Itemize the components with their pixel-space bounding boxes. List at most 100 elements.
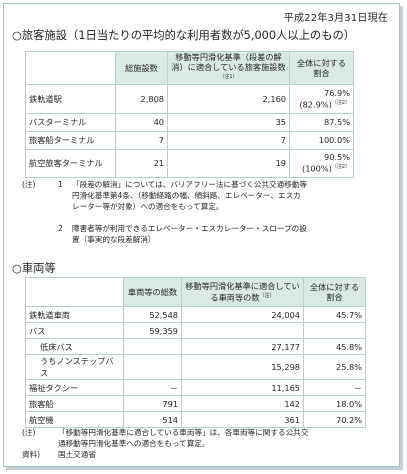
source-text: 国土交通省	[58, 450, 96, 459]
row-ratio-alt-value: (100%)	[302, 164, 332, 175]
note-line: 置（事実的な段差解消）	[72, 235, 156, 244]
row-label: 航空機	[25, 411, 124, 428]
facilities-table: 総施設数 移動等円滑化基準（段差の解消）に適合している旅客施設数 （注1） 全体に…	[25, 51, 354, 178]
row-label: 鉄軌道車両	[25, 306, 124, 323]
section-title-facilities: ○旅客施設（1日当たりの平均的な利用者数が5,000人以上のもの）	[12, 29, 356, 42]
row-ratio: －	[303, 379, 366, 396]
row-count	[123, 338, 182, 355]
row-ratio: 45.8%	[303, 338, 366, 355]
note-item: 2 障害者等が利用できるエレベーター・エスカレーター・スロープの設 置（事実的な…	[22, 223, 394, 247]
row-ratio: 87.5%	[289, 112, 354, 132]
table-row: バスターミナル 40 35 87.5%	[25, 112, 354, 132]
row-compliant: 142	[181, 395, 304, 412]
row-ratio: 100.0%	[289, 130, 354, 150]
row-count: 40	[115, 112, 168, 132]
note-text: 「移動等円滑化基準に適合している車両等」は、各車両等に関する公共交 通移動等円滑…	[58, 427, 308, 449]
as-of-date: 平成22年3月31日現在	[283, 13, 388, 24]
table-row: 鉄軌道駅 2,808 2,160 76.9% (82.9%)（注2）	[25, 83, 354, 114]
table-header-row: 総施設数 移動等円滑化基準（段差の解消）に適合している旅客施設数 （注1） 全体に…	[25, 51, 354, 85]
table-row: バス 59,359	[25, 322, 366, 339]
header-total-facilities: 総施設数	[115, 51, 168, 85]
table-row: 旅客船ターミナル 7 7 100.0%	[25, 130, 354, 150]
row-ratio-alt: (100%)（注2）	[293, 162, 350, 174]
row-label: バス	[25, 322, 124, 339]
header-compliant-vehicles: 移動等円滑化基準に適合している車両等の数（注）	[181, 277, 304, 307]
row-label: うちノンステップバス	[25, 354, 124, 380]
row-count: －	[123, 379, 182, 396]
row-count: 52,548	[123, 306, 182, 323]
row-compliant: 19	[167, 148, 290, 178]
note-line: レーター等が対象）への適合をもって算定。	[72, 202, 224, 211]
table-row: 航空機 514 361 70.2%	[25, 411, 366, 428]
row-ratio: 76.9% (82.9%)（注2）	[289, 83, 354, 114]
row-count: 7	[115, 130, 168, 150]
note-marker: （注1）	[219, 74, 238, 80]
note-marker: （注2）	[331, 164, 350, 171]
note-item: (注) 1 「段差の解消」については、バリアフリー法に基づく公共交通移動等 円滑…	[22, 179, 394, 223]
row-compliant: 27,177	[181, 338, 304, 355]
row-label: バスターミナル	[25, 112, 116, 132]
note-number: 2	[58, 224, 63, 233]
row-ratio	[303, 322, 366, 339]
note-text: 「段差の解消」については、バリアフリー法に基づく公共交通移動等 円滑化基準第4条…	[72, 179, 394, 212]
row-ratio: 45.7%	[303, 306, 366, 323]
header-ratio: 全体に対する割合	[289, 51, 354, 85]
table-row: 航空旅客ターミナル 21 19 90.5% (100%)（注2）	[25, 148, 354, 178]
row-label: 低床バス	[25, 338, 124, 355]
note-line: 「移動等円滑化基準に適合している車両等」は、各車両等に関する公共交	[58, 428, 309, 437]
row-count: 59,359	[123, 322, 182, 339]
row-compliant: 15,298	[181, 354, 304, 380]
row-compliant: 361	[181, 411, 304, 428]
row-compliant	[181, 322, 304, 339]
note-line: 「段差の解消」については、バリアフリー法に基づく公共交通移動等	[72, 180, 308, 189]
row-ratio: 70.2%	[303, 411, 366, 428]
row-ratio: 18.0%	[303, 395, 366, 412]
header-compliant-label: 移動等円滑化基準（段差の解消）に適合している旅客施設数	[171, 52, 286, 72]
row-ratio-alt: (82.9%)（注2）	[293, 98, 350, 110]
table-header-row: 車両等の総数 移動等円滑化基準に適合している車両等の数（注） 全体に対する割合	[25, 277, 366, 307]
row-compliant: 24,004	[181, 306, 304, 323]
row-ratio-value: 76.9%	[323, 87, 350, 98]
header-compliant-facilities: 移動等円滑化基準（段差の解消）に適合している旅客施設数 （注1）	[167, 51, 290, 85]
note-item: (注) 「移動等円滑化基準に適合している車両等」は、各車両等に関する公共交 通移…	[22, 427, 394, 449]
note-label: (注)	[22, 180, 36, 189]
source-item: 資料) 国土交通省	[22, 449, 394, 460]
header-total-vehicles: 車両等の総数	[123, 277, 182, 307]
row-compliant: 7	[167, 130, 290, 150]
row-label: 旅客船	[25, 395, 124, 412]
table-row: 鉄軌道車両 52,548 24,004 45.7%	[25, 306, 366, 323]
note-label: (注)	[22, 428, 36, 437]
table-row: 旅客船 791 142 18.0%	[25, 395, 366, 412]
section-title-vehicles: ○車両等	[12, 262, 56, 275]
source-label: 資料)	[22, 450, 41, 459]
row-ratio: 25.8%	[303, 354, 366, 380]
note-text: 障害者等が利用できるエレベーター・エスカレーター・スロープの設 置（事実的な段差…	[72, 223, 394, 245]
table-row: 福祉タクシー － 11,165 －	[25, 379, 366, 396]
header-ratio: 全体に対する割合	[303, 277, 366, 307]
vehicles-table: 車両等の総数 移動等円滑化基準に適合している車両等の数（注） 全体に対する割合 …	[25, 277, 366, 428]
row-compliant: 35	[167, 112, 290, 132]
row-ratio: 90.5% (100%)（注2）	[289, 148, 354, 178]
note-line: 円滑化基準第4条、（移動経路の幅、傾斜路、エレベーター、エスカ	[72, 191, 301, 200]
row-compliant: 11,165	[181, 379, 304, 396]
row-label: 福祉タクシー	[25, 379, 124, 396]
header-empty-cell	[25, 277, 124, 307]
note-line: 通移動等円滑化基準への適合をもって算定。	[58, 439, 210, 448]
row-count: 2,808	[115, 83, 168, 114]
note-marker: （注）	[259, 293, 275, 300]
facilities-notes: (注) 1 「段差の解消」については、バリアフリー法に基づく公共交通移動等 円滑…	[22, 179, 394, 247]
row-ratio-value: 90.5%	[323, 152, 350, 163]
note-number: 1	[58, 180, 63, 189]
header-empty-cell	[25, 51, 116, 85]
table-row: うちノンステップバス 15,298 25.8%	[25, 354, 366, 380]
row-ratio-alt-value: (82.9%)	[299, 99, 332, 110]
row-count: 514	[123, 411, 182, 428]
note-marker: （注2）	[331, 99, 350, 106]
table-row: 低床バス 27,177 45.8%	[25, 338, 366, 355]
header-compliant-label: 移動等円滑化基準に適合している車両等の数	[185, 281, 300, 303]
row-count	[123, 354, 182, 380]
row-label: 旅客船ターミナル	[25, 130, 116, 150]
row-label: 航空旅客ターミナル	[25, 148, 116, 178]
vehicles-notes: (注) 「移動等円滑化基準に適合している車両等」は、各車両等に関する公共交 通移…	[22, 427, 394, 460]
row-compliant: 2,160	[167, 83, 290, 114]
